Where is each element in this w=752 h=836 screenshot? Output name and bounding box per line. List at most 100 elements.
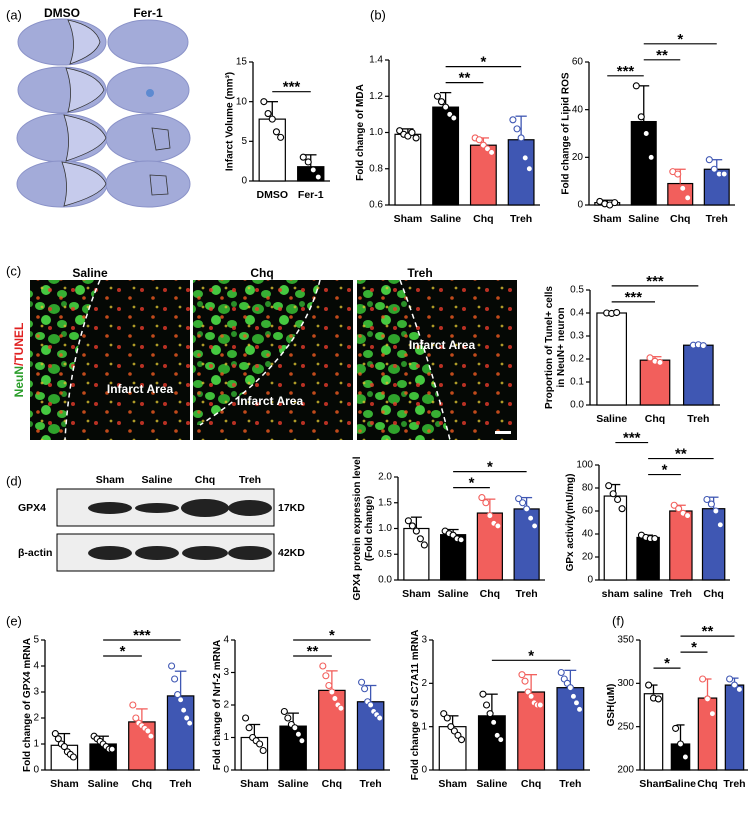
data-point: [177, 696, 185, 704]
infarct-borders: [64, 279, 451, 441]
bar: [507, 139, 535, 206]
y-tick-label: 0.4: [570, 308, 584, 319]
separator: [190, 280, 193, 440]
data-point: [613, 308, 621, 317]
data-point: [457, 736, 466, 744]
x-tick-label: Treh: [723, 778, 745, 790]
y-tick-label: 1: [223, 732, 229, 743]
significance-label: *: [120, 643, 126, 660]
data-point: [486, 512, 494, 520]
panel-label: (c): [6, 263, 21, 278]
data-point: [264, 110, 272, 118]
data-point: [705, 156, 713, 164]
lane-label: Saline: [142, 474, 173, 486]
y-tick-label: 1.5: [378, 497, 392, 508]
significance-label: **: [307, 643, 319, 660]
infarct-outlines: [61, 19, 171, 207]
y-tick-label: 2: [33, 713, 39, 724]
x-tick-label: DMSO: [257, 189, 289, 201]
data-point: [654, 695, 662, 703]
y-tick-label: 2: [421, 678, 427, 689]
bar: [432, 106, 460, 206]
stain-spot: [146, 89, 154, 97]
y-tick-label: 40: [572, 104, 584, 115]
data-point: [367, 701, 375, 709]
data-point: [280, 707, 288, 716]
data-point: [712, 507, 720, 515]
y-tick-label: 300: [617, 678, 634, 689]
x-tick-label: Chq: [132, 778, 152, 790]
data-point: [420, 541, 428, 549]
data-point: [337, 704, 345, 712]
bar: [630, 120, 657, 206]
data-point: [647, 153, 655, 161]
tunel-stain: [30, 280, 517, 440]
y-tick-label: 0: [223, 765, 229, 776]
significance-label: *: [691, 639, 697, 656]
data-point: [272, 128, 280, 136]
microscopy: Saline Chq Treh NeuN/TUNEL Infarct Area …: [12, 266, 517, 441]
region-label: Infarct Area: [237, 394, 304, 408]
data-point: [674, 170, 682, 178]
x-tick-label: Treh: [516, 588, 538, 600]
bar: [258, 118, 286, 182]
y-tick-label: 20: [582, 552, 594, 563]
y-axis-title: Fold change of GPX4 mRNA: [22, 638, 33, 772]
data-point: [519, 499, 527, 507]
data-point: [268, 115, 276, 123]
data-point: [319, 662, 327, 670]
y-tick-label: 1.0: [378, 523, 392, 534]
y-tick-label: 0: [33, 765, 39, 776]
data-point: [642, 129, 650, 138]
x-tick-label: Chq: [480, 588, 500, 600]
lane-label: Chq: [195, 474, 215, 486]
data-point: [656, 358, 664, 367]
data-point: [651, 535, 659, 543]
error-bar: [136, 708, 148, 722]
panel-label: (d): [6, 473, 22, 488]
data-point: [527, 514, 535, 522]
y-tick-label: 250: [617, 721, 634, 732]
stain-name: NeuN: [12, 366, 26, 397]
y-tick-label: 0.5: [570, 285, 584, 296]
y-tick-label: 3: [223, 667, 229, 678]
panel-label: (e): [6, 613, 22, 628]
y-axis-title: Infarct Volume (mm³): [224, 72, 235, 171]
data-point: [609, 490, 617, 498]
y-tick-label: 80: [582, 483, 594, 494]
data-point: [60, 743, 68, 751]
data-point: [672, 724, 680, 732]
data-point: [518, 671, 526, 679]
data-point: [488, 148, 496, 156]
x-tick-label: Chq: [645, 413, 665, 425]
x-tick-label: Sham: [240, 778, 269, 790]
data-point: [710, 165, 718, 173]
data-point: [260, 98, 268, 106]
bar: [643, 693, 664, 771]
y-tick-label: 4: [223, 635, 229, 646]
data-point: [450, 114, 458, 122]
error-bar: [174, 670, 187, 696]
data-point: [525, 165, 533, 173]
y-tick-label: 1: [421, 721, 427, 732]
data-point: [294, 730, 302, 738]
x-tick-label: Saline: [596, 413, 627, 425]
data-point: [437, 98, 446, 106]
y-tick-label: 2.0: [378, 472, 392, 483]
protein-label: β-actin: [18, 547, 52, 559]
y-tick-label: 1.2: [369, 91, 383, 102]
data-point: [376, 714, 384, 722]
data-point: [69, 753, 77, 761]
data-point: [132, 714, 140, 722]
x-tick-label: Treh: [510, 213, 532, 225]
data-point: [531, 522, 539, 530]
y-tick-label: 5: [33, 635, 39, 646]
data-point: [645, 681, 653, 689]
data-point: [572, 699, 581, 707]
y-axis-title: in NeuN+ neuron: [556, 307, 567, 387]
y-axis-title: Fold change of Lipid ROS: [560, 72, 571, 195]
data-point: [646, 354, 654, 362]
error-bar: [525, 674, 537, 692]
error-bar: [484, 498, 496, 514]
